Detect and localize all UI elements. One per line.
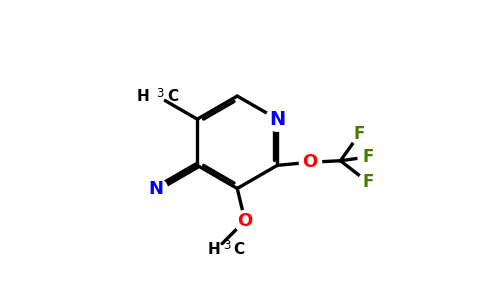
- Text: F: F: [354, 125, 365, 143]
- Text: F: F: [363, 148, 374, 166]
- Text: 3: 3: [223, 239, 230, 253]
- Text: H: H: [208, 242, 221, 256]
- Text: H: H: [137, 88, 150, 104]
- Text: C: C: [167, 88, 178, 104]
- Text: C: C: [233, 242, 244, 256]
- Text: F: F: [363, 173, 374, 191]
- Text: N: N: [269, 110, 286, 129]
- Text: 3: 3: [156, 87, 164, 100]
- Text: O: O: [237, 212, 253, 230]
- Text: O: O: [302, 153, 317, 171]
- Text: N: N: [149, 180, 164, 198]
